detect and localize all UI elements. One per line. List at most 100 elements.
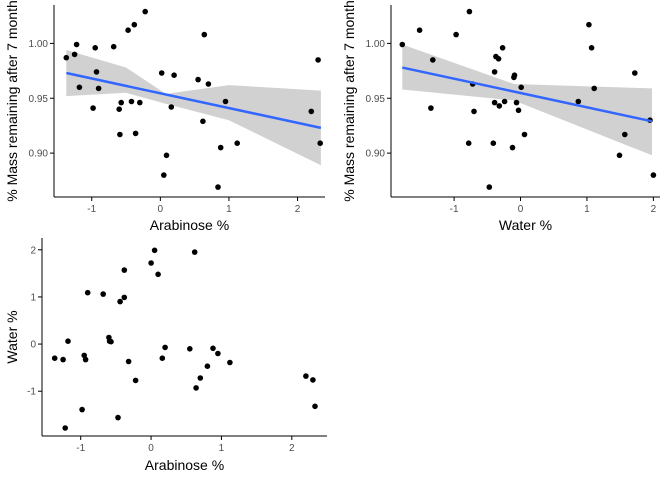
data-point xyxy=(82,356,89,363)
regression-line xyxy=(66,71,322,130)
data-point xyxy=(131,21,138,28)
regression-line xyxy=(402,66,653,123)
data-point xyxy=(116,106,122,112)
data-point xyxy=(200,118,206,125)
data-point xyxy=(616,152,623,159)
data-point xyxy=(499,45,506,51)
data-point xyxy=(453,31,459,38)
data-point xyxy=(215,184,221,190)
data-point xyxy=(121,294,128,301)
data-point xyxy=(234,140,240,146)
panel-p1: -1 0 1 2 0.90 0.95 1.00 Arabinose % % Mass remai… xyxy=(4,0,325,233)
data-point xyxy=(217,144,224,151)
x-tick-label: 0 xyxy=(158,204,164,215)
y-tick-label: 0.95 xyxy=(366,94,386,105)
data-point xyxy=(132,130,139,137)
data-point xyxy=(142,8,148,15)
y-tick-label: -1 xyxy=(27,387,36,398)
data-point xyxy=(428,105,434,111)
x-axis-label: Arabinose % xyxy=(145,457,224,473)
data-point xyxy=(163,152,170,159)
data-point xyxy=(496,103,503,109)
data-point xyxy=(515,107,522,114)
data-point xyxy=(491,99,498,106)
data-point xyxy=(168,104,175,110)
data-point xyxy=(430,57,436,63)
data-point xyxy=(121,267,128,273)
confidence-band xyxy=(66,50,321,166)
data-point xyxy=(151,247,158,254)
x-tick-label: -1 xyxy=(76,443,85,454)
data-point xyxy=(93,69,100,75)
data-point xyxy=(491,69,498,75)
data-point xyxy=(125,358,132,365)
y-axis-label: Water % xyxy=(4,310,20,363)
data-point xyxy=(132,377,139,384)
x-tick-label: 1 xyxy=(226,204,232,215)
data-point xyxy=(210,345,216,352)
data-point xyxy=(303,373,309,379)
data-point xyxy=(416,27,423,33)
data-point xyxy=(195,76,201,83)
y-tick-label: 0 xyxy=(30,340,36,351)
y-tick-label: 1 xyxy=(30,292,36,303)
data-point xyxy=(622,131,628,138)
data-point xyxy=(84,289,91,296)
x-tick-label: 2 xyxy=(289,443,295,454)
data-point xyxy=(518,84,524,91)
data-point xyxy=(51,355,58,362)
confidence-band xyxy=(402,44,652,156)
data-point xyxy=(632,70,638,76)
data-point xyxy=(79,406,85,413)
data-point xyxy=(312,403,318,410)
data-point xyxy=(315,57,321,63)
data-point xyxy=(90,105,96,111)
data-point xyxy=(148,260,154,266)
x-tick-label: 2 xyxy=(651,204,657,215)
x-axis-label: Water % xyxy=(499,217,552,233)
data-point xyxy=(310,377,316,383)
data-point xyxy=(399,41,406,48)
y-tick-label: 0.90 xyxy=(29,149,49,160)
x-tick-label: 1 xyxy=(584,204,590,215)
data-point xyxy=(162,344,168,351)
x-tick-label: 0 xyxy=(148,443,154,454)
y-tick-label: 0.95 xyxy=(29,94,49,105)
data-point xyxy=(650,172,657,178)
data-point xyxy=(62,425,68,431)
data-point xyxy=(591,85,597,92)
x-tick-label: 0 xyxy=(518,204,524,215)
data-point xyxy=(588,45,595,51)
data-point xyxy=(586,21,592,28)
data-point xyxy=(227,359,233,366)
panel-p2: -1 0 1 2 0.90 0.95 1.00 Water % % Mass remaining… xyxy=(341,0,660,233)
y-axis-label: % Mass remaining after 7 month xyxy=(4,0,20,202)
data-point xyxy=(193,385,199,391)
data-point xyxy=(171,72,177,78)
y-tick-label: 0.90 xyxy=(366,149,386,160)
data-point xyxy=(521,131,528,138)
data-point xyxy=(308,108,315,115)
y-tick-label: 1.00 xyxy=(366,39,386,50)
data-point xyxy=(117,298,123,305)
data-point xyxy=(490,140,497,146)
data-point xyxy=(117,131,123,138)
x-tick-label: 2 xyxy=(295,204,301,215)
data-point xyxy=(317,140,324,146)
data-point xyxy=(222,98,229,105)
data-point xyxy=(76,84,83,91)
x-tick-label: 1 xyxy=(219,443,225,454)
data-point xyxy=(197,375,204,381)
data-point xyxy=(511,72,518,78)
data-point xyxy=(110,43,117,50)
x-axis-label: Arabinose % xyxy=(150,217,229,233)
data-point xyxy=(187,346,193,352)
data-point xyxy=(486,184,493,190)
data-point xyxy=(95,85,102,92)
data-point xyxy=(65,338,71,345)
data-point xyxy=(158,70,165,76)
data-point xyxy=(215,350,221,357)
data-point xyxy=(92,45,98,51)
panel-p3: -1 0 1 2 -1 0 1 2 Arabinose % Water % xyxy=(4,238,327,473)
